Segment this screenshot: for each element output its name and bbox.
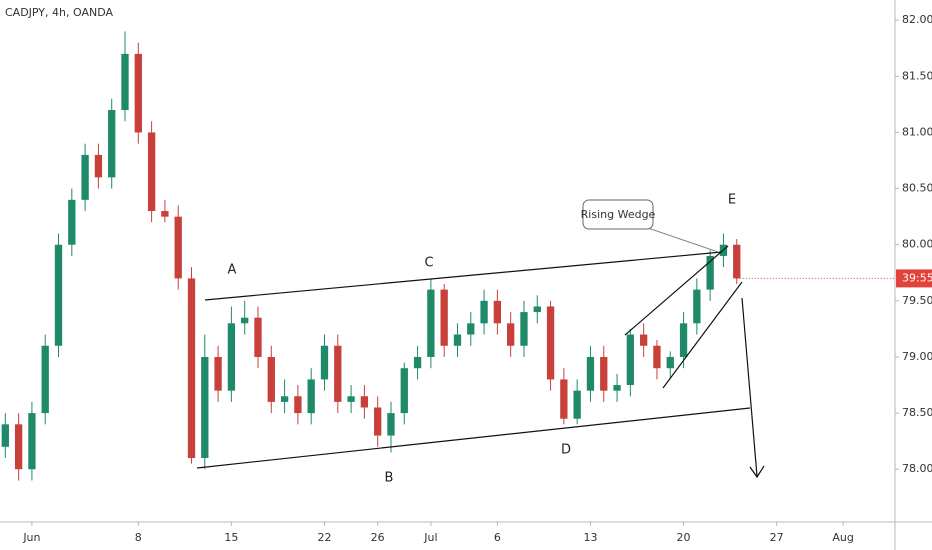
- x-tick-label: 20: [677, 531, 691, 544]
- candle-body: [653, 345, 661, 369]
- arrow-head: [749, 465, 765, 479]
- candle-body: [227, 323, 236, 391]
- y-tick-label: 81.000: [902, 125, 932, 138]
- candle-body: [14, 424, 23, 470]
- wave-label: E: [728, 193, 736, 208]
- candle-body: [440, 289, 448, 346]
- plot: [1, 31, 741, 481]
- wave-label: D: [561, 443, 571, 458]
- y-tick-label: 80.500: [902, 182, 932, 195]
- x-tick-label: 22: [317, 531, 331, 544]
- candle-body: [147, 132, 156, 212]
- y-tick-label: 80.000: [902, 238, 932, 251]
- candle-body: [68, 199, 76, 245]
- price-marker: [896, 269, 932, 288]
- x-tick-label: Jun: [22, 531, 40, 544]
- candle-body: [201, 356, 209, 459]
- candle-body: [453, 334, 462, 346]
- candle-body: [666, 356, 674, 369]
- price-marker-label: 39:55: [902, 271, 932, 284]
- candle-body: [280, 396, 289, 402]
- candle-body: [241, 317, 249, 324]
- candle-body: [54, 244, 63, 346]
- candle-body: [174, 216, 182, 279]
- candle-body: [267, 356, 275, 402]
- y-tick-label: 78.000: [902, 462, 932, 475]
- candle-body: [334, 345, 342, 402]
- x-tick-label: Aug: [832, 531, 853, 544]
- candle-body: [613, 385, 621, 391]
- candle-body: [467, 323, 475, 335]
- candle-body: [41, 345, 49, 414]
- candle-body: [121, 53, 129, 111]
- candle-body: [28, 413, 36, 470]
- candle-body: [374, 407, 382, 436]
- candle-body: [639, 334, 648, 346]
- candle-body: [187, 278, 196, 459]
- y-tick-label: 79.500: [902, 294, 932, 307]
- candle-body: [294, 396, 302, 414]
- candle-body: [507, 323, 515, 346]
- candle-body: [600, 356, 608, 391]
- wedge-line: [624, 245, 729, 336]
- candle-body: [214, 356, 222, 391]
- arrow: [741, 297, 758, 477]
- candle-body: [706, 255, 714, 290]
- candle-body: [586, 356, 595, 391]
- candle-body: [733, 244, 741, 279]
- candle-body: [560, 379, 568, 419]
- x-tick-label: 8: [135, 531, 142, 544]
- y-tick-label: 79.000: [902, 350, 932, 363]
- candle-body: [347, 396, 355, 402]
- x-tick-label: 27: [770, 531, 784, 544]
- wave-label: A: [228, 263, 237, 278]
- y-tick-label: 82.000: [902, 13, 932, 26]
- callout-box: [582, 199, 654, 230]
- candle-body: [1, 424, 9, 447]
- candle-body: [493, 300, 502, 324]
- candle-body: [546, 306, 555, 380]
- candle-body: [693, 289, 701, 324]
- candle-body: [81, 154, 89, 200]
- candle-body: [360, 396, 369, 408]
- candle-body: [387, 413, 395, 436]
- chart-title: CADJPY, 4h, OANDA: [5, 6, 113, 19]
- candle-body: [94, 154, 103, 178]
- wedge-line: [662, 281, 743, 389]
- x-tick-label: 15: [224, 531, 238, 544]
- candle-body: [134, 53, 142, 133]
- x-tick-label: 26: [371, 531, 385, 544]
- candle-body: [573, 390, 581, 419]
- wave-label: C: [424, 256, 433, 271]
- candle-body: [413, 356, 422, 369]
- candle-body: [108, 110, 116, 178]
- wave-label: B: [385, 471, 394, 486]
- candle-body: [400, 368, 408, 414]
- y-tick-label: 78.500: [902, 406, 932, 419]
- x-tick-label: 13: [583, 531, 597, 544]
- callout-text: Rising Wedge: [581, 208, 656, 221]
- candle-body: [307, 379, 315, 414]
- x-tick-label: Jul: [423, 531, 437, 544]
- callout-line: [647, 227, 719, 253]
- candle-body: [320, 345, 329, 380]
- candle-body: [427, 289, 435, 357]
- candle-body: [520, 312, 528, 346]
- x-tick-label: 6: [494, 531, 501, 544]
- trendline: [204, 251, 723, 301]
- candle-body: [254, 317, 262, 357]
- candle-body: [679, 323, 688, 357]
- candle-body: [626, 334, 635, 386]
- trendline: [196, 407, 751, 469]
- candle-body: [161, 211, 169, 217]
- candle-body: [533, 306, 541, 313]
- y-tick-label: 81.500: [902, 69, 932, 82]
- candle-body: [480, 300, 488, 324]
